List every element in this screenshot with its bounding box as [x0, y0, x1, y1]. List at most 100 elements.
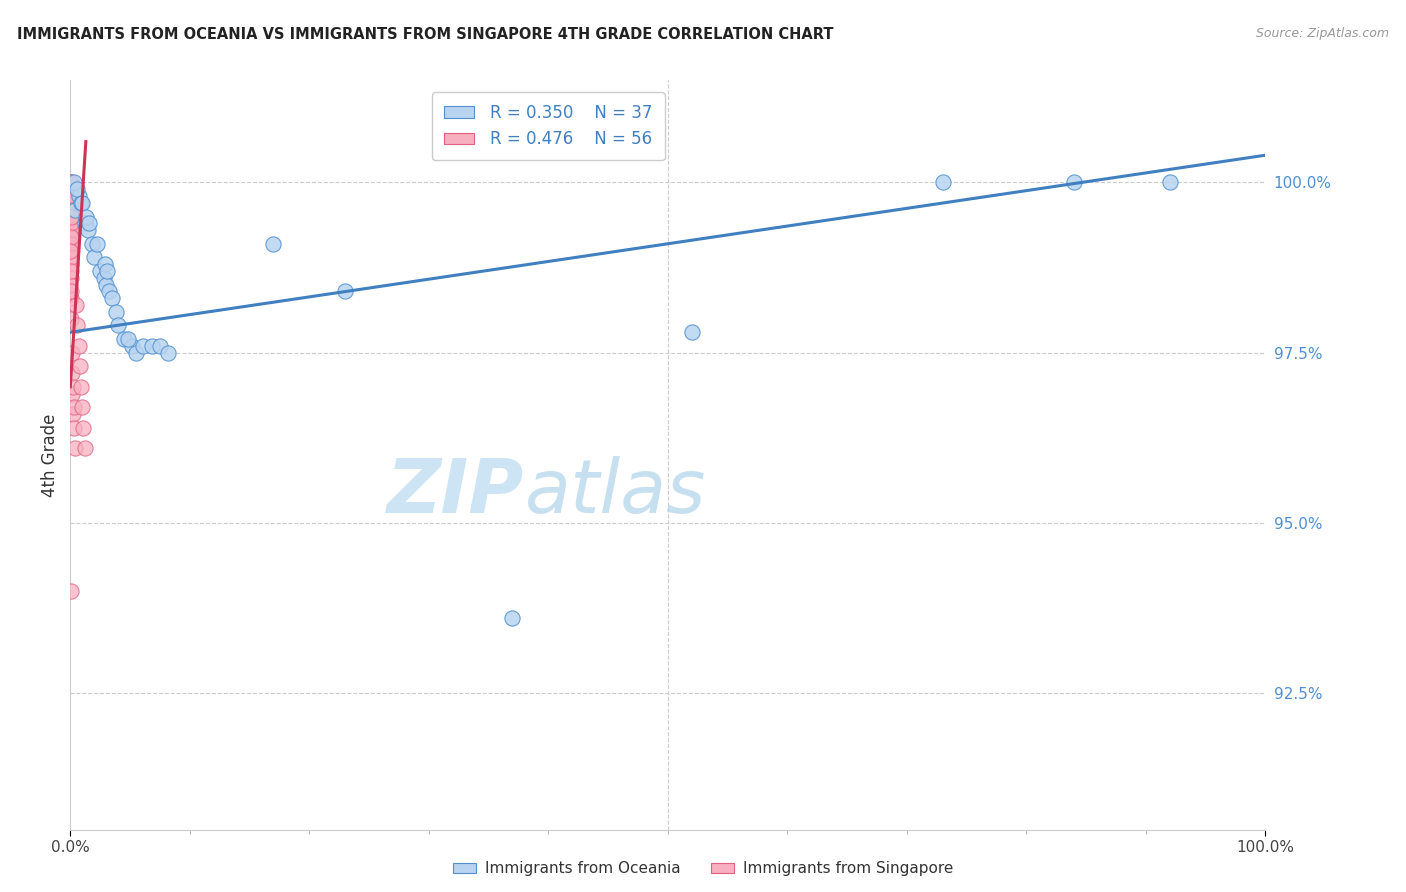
Point	[70, 195, 93, 210]
Text: atlas: atlas	[524, 457, 706, 528]
Point	[67, 189, 90, 203]
Point	[86, 236, 108, 251]
Point	[502, 611, 524, 625]
Point	[73, 216, 96, 230]
Point	[62, 380, 84, 394]
Point	[59, 189, 82, 203]
Point	[59, 223, 82, 237]
Point	[59, 230, 82, 244]
Point	[59, 277, 82, 292]
Legend: Immigrants from Oceania, Immigrants from Singapore: Immigrants from Oceania, Immigrants from…	[447, 855, 959, 882]
Point	[73, 441, 96, 455]
Point	[70, 380, 93, 394]
Point	[59, 195, 82, 210]
Point	[1063, 176, 1085, 190]
Point	[62, 386, 84, 401]
Point	[77, 223, 100, 237]
Point	[681, 326, 703, 340]
Point	[104, 305, 127, 319]
Point	[60, 366, 83, 380]
Point	[94, 257, 117, 271]
Point	[63, 401, 86, 415]
Point	[63, 420, 86, 434]
Point	[59, 182, 82, 196]
Point	[67, 339, 90, 353]
Point	[62, 407, 84, 421]
Point	[70, 401, 93, 415]
Point	[59, 285, 82, 299]
Point	[59, 210, 82, 224]
Point	[79, 216, 101, 230]
Point	[60, 291, 83, 305]
Point	[59, 236, 82, 251]
Point	[97, 285, 120, 299]
Legend: R = 0.350    N = 37, R = 0.476    N = 56: R = 0.350 N = 37, R = 0.476 N = 56	[432, 93, 665, 160]
Point	[141, 339, 163, 353]
Point	[59, 244, 82, 258]
Point	[59, 216, 82, 230]
Point	[96, 264, 118, 278]
Point	[59, 244, 82, 258]
Point	[93, 270, 115, 285]
Point	[59, 189, 82, 203]
Point	[121, 339, 143, 353]
Point	[63, 441, 86, 455]
Point	[101, 291, 124, 305]
Point	[59, 195, 82, 210]
Point	[66, 318, 89, 333]
Point	[932, 176, 955, 190]
Point	[107, 318, 129, 333]
Point	[60, 345, 83, 359]
Point	[112, 332, 135, 346]
Text: Source: ZipAtlas.com: Source: ZipAtlas.com	[1256, 27, 1389, 40]
Point	[59, 216, 82, 230]
Point	[59, 223, 82, 237]
Point	[66, 182, 89, 196]
Point	[60, 251, 83, 265]
Point	[59, 236, 82, 251]
Point	[89, 264, 111, 278]
Point	[132, 339, 155, 353]
Point	[149, 339, 172, 353]
Point	[59, 210, 82, 224]
Point	[59, 210, 82, 224]
Point	[59, 202, 82, 217]
Text: IMMIGRANTS FROM OCEANIA VS IMMIGRANTS FROM SINGAPORE 4TH GRADE CORRELATION CHART: IMMIGRANTS FROM OCEANIA VS IMMIGRANTS FR…	[17, 27, 834, 42]
Point	[60, 584, 83, 599]
Point	[60, 270, 83, 285]
Point	[72, 420, 94, 434]
Point	[80, 236, 103, 251]
Point	[83, 251, 105, 265]
Point	[75, 210, 97, 224]
Point	[70, 195, 93, 210]
Point	[59, 202, 82, 217]
Point	[59, 264, 82, 278]
Point	[96, 277, 118, 292]
Text: ZIP: ZIP	[387, 456, 524, 529]
Point	[59, 236, 82, 251]
Y-axis label: 4th Grade: 4th Grade	[41, 413, 59, 497]
Point	[63, 176, 86, 190]
Point	[59, 176, 82, 190]
Point	[59, 223, 82, 237]
Point	[59, 189, 82, 203]
Point	[60, 230, 83, 244]
Point	[263, 236, 285, 251]
Point	[59, 230, 82, 244]
Point	[59, 216, 82, 230]
Point	[59, 202, 82, 217]
Point	[335, 285, 357, 299]
Point	[59, 176, 82, 190]
Point	[117, 332, 139, 346]
Point	[60, 311, 83, 326]
Point	[157, 345, 180, 359]
Point	[59, 230, 82, 244]
Point	[59, 257, 82, 271]
Point	[63, 202, 86, 217]
Point	[125, 345, 148, 359]
Point	[69, 359, 91, 374]
Point	[59, 210, 82, 224]
Point	[1159, 176, 1181, 190]
Point	[59, 176, 82, 190]
Point	[65, 298, 87, 312]
